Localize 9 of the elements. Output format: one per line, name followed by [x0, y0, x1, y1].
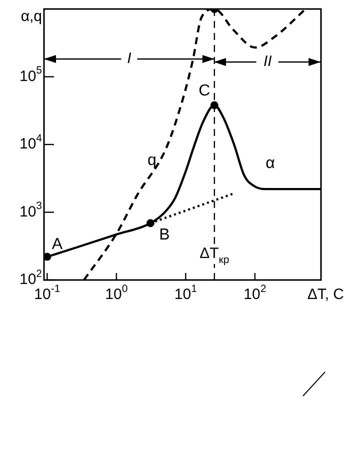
annotation: II — [264, 53, 272, 71]
annotation: α — [266, 154, 275, 172]
annotation: A — [52, 236, 63, 254]
x-axis-title: ΔT, C — [307, 286, 344, 304]
annotation: q — [148, 152, 156, 170]
y-axis-title: α,q — [20, 8, 42, 26]
annotation: C — [198, 82, 210, 100]
annotation: I — [127, 50, 132, 68]
annotation: B — [159, 226, 170, 244]
